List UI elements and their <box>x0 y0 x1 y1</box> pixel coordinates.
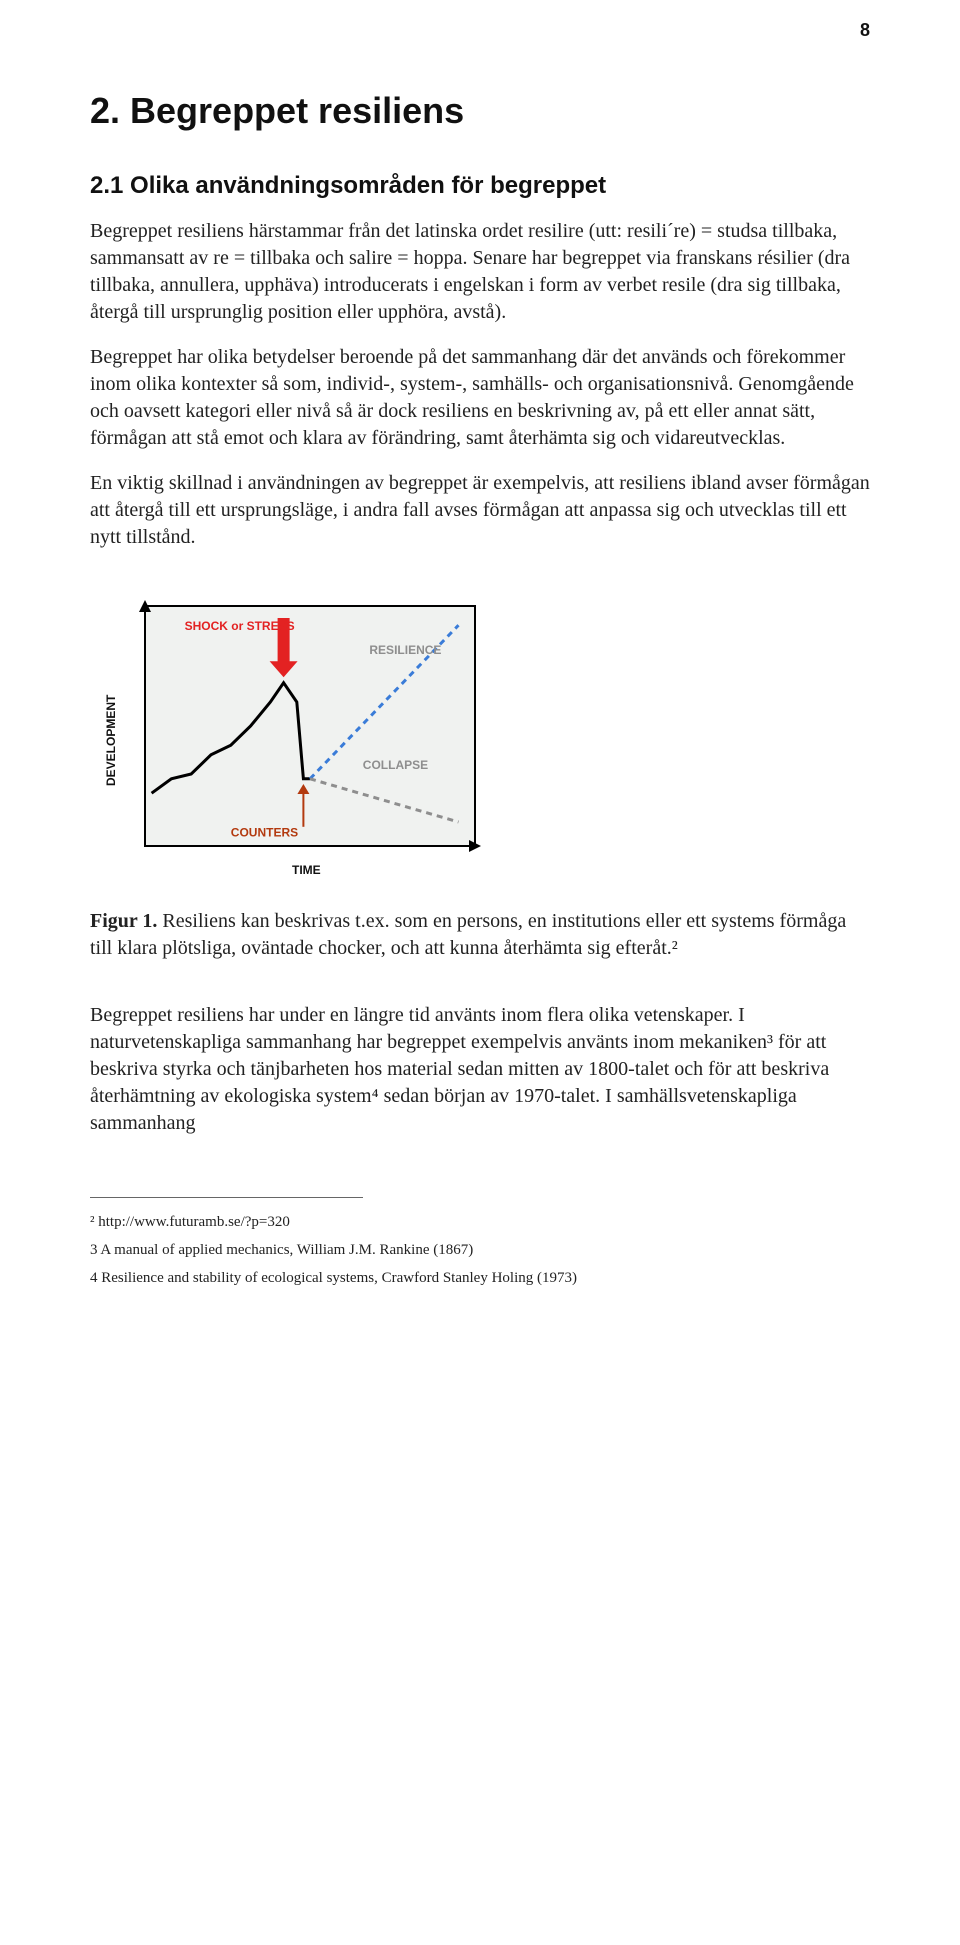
svg-text:DEVELOPMENT: DEVELOPMENT <box>104 694 118 786</box>
figure-label: Figur 1. <box>90 910 157 932</box>
section-heading: 2.1 Olika användningsområden för begrepp… <box>90 172 870 200</box>
svg-text:COUNTERS: COUNTERS <box>231 825 298 839</box>
page-number: 8 <box>860 20 870 41</box>
figure-1: SHOCK or STRESS RESILIENCE COLLAPSE COUNTER… <box>90 591 870 896</box>
paragraph-3: En viktig skillnad i användningen av beg… <box>90 470 870 551</box>
footnote-3: 3 A manual of applied mechanics, William… <box>90 1238 870 1262</box>
footnotes-block <box>90 1197 363 1206</box>
figure-1-caption: Figur 1. Resiliens kan beskrivas t.ex. s… <box>90 908 870 962</box>
svg-text:RESILIENCE: RESILIENCE <box>369 643 441 657</box>
paragraph-4: Begreppet resiliens har under en längre … <box>90 1002 870 1137</box>
svg-text:COLLAPSE: COLLAPSE <box>363 758 428 772</box>
resilience-chart: SHOCK or STRESS RESILIENCE COLLAPSE COUNTER… <box>90 591 500 891</box>
svg-text:SHOCK or STRESS: SHOCK or STRESS <box>185 619 295 633</box>
footnote-2: ² http://www.futuramb.se/?p=320 <box>90 1210 870 1234</box>
svg-text:TIME: TIME <box>292 863 321 877</box>
paragraph-1: Begreppet resiliens härstammar från det … <box>90 218 870 326</box>
figure-caption-text: Resiliens kan beskrivas t.ex. som en per… <box>90 910 846 959</box>
paragraph-2: Begreppet har olika betydelser beroende … <box>90 344 870 452</box>
footnote-4: 4 Resilience and stability of ecological… <box>90 1266 870 1290</box>
page-container: 8 2. Begreppet resiliens 2.1 Olika använ… <box>0 0 960 1354</box>
chapter-heading: 2. Begreppet resiliens <box>90 90 870 132</box>
